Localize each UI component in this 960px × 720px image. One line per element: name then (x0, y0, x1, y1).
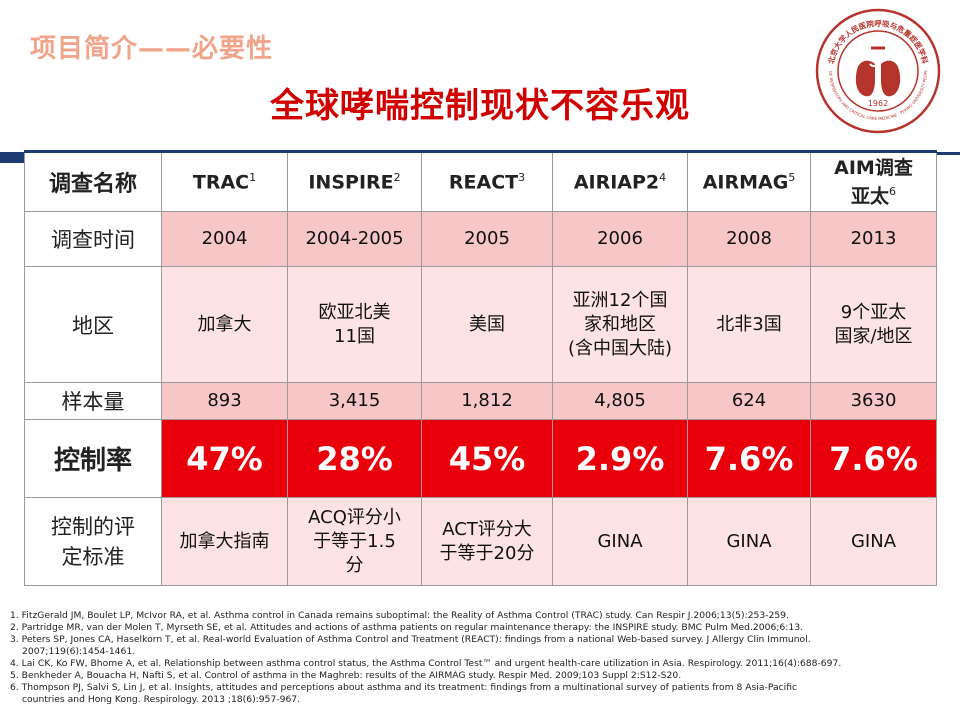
table-row-survey-time: 调查时间 2004 2004-2005 2005 2006 2008 2013 (24, 211, 937, 267)
table-cell: 3,415 (287, 382, 422, 420)
table-cell: 2004 (161, 211, 288, 267)
column-header-react: REACT3 (421, 150, 553, 212)
seal-year: 1962 (868, 99, 888, 108)
row-label: 地区 (24, 266, 162, 383)
column-header-airmag: AIRMAG5 (687, 150, 811, 212)
table-cell: ACT评分大 于等于20分 (421, 497, 553, 586)
reference-item: 6. Thompson PJ, Salvi S, Lin J, et al. I… (10, 682, 798, 693)
table-cell: GINA (810, 497, 937, 586)
column-header-airiap2: AIRIAP24 (552, 150, 688, 212)
table-cell: 2005 (421, 211, 553, 267)
table-cell: GINA (687, 497, 811, 586)
reference-item: 3. Peters SP, Jones CA, Haselkorn T, et … (10, 634, 811, 645)
row-label: 调查时间 (24, 211, 162, 267)
table-cell: 2008 (687, 211, 811, 267)
table-cell: 7.6% (810, 419, 937, 498)
reference-item: 2007;119(6):1454-1461. (22, 646, 136, 657)
table-cell: 624 (687, 382, 811, 420)
column-header-aim: AIM调查 亚太6 (810, 150, 937, 212)
table-cell: 2006 (552, 211, 688, 267)
table-cell: 9个亚太 国家/地区 (810, 266, 937, 383)
table-row-control-rate: 控制率 47% 28% 45% 2.9% 7.6% 7.6% (24, 419, 937, 498)
table-cell: GINA (552, 497, 688, 586)
table-cell: 2.9% (552, 419, 688, 498)
table-cell: 北非3国 (687, 266, 811, 383)
references: 1. FitzGerald JM, Boulet LP, McIvor RA, … (10, 610, 950, 706)
table-cell: ACQ评分小 于等于1.5 分 (287, 497, 422, 586)
table-cell: 7.6% (687, 419, 811, 498)
reference-item: 2. Partridge MR, van der Molen T, Myrset… (10, 622, 803, 633)
table-row-region: 地区 加拿大 欧亚北美 11国 美国 亚洲12个国 家和地区 (含中国大陆) 北非3国… (24, 266, 937, 383)
table-cell: 美国 (421, 266, 553, 383)
table-cell: 亚洲12个国 家和地区 (含中国大陆) (552, 266, 688, 383)
table-cell: 加拿大指南 (161, 497, 288, 586)
column-header-inspire: INSPIRE2 (287, 150, 422, 212)
row-label: 样本量 (24, 382, 162, 420)
lung-left-icon (855, 48, 875, 97)
row-label: 控制的评 定标准 (24, 497, 162, 586)
table-header-row: 调查名称 TRAC1 INSPIRE2 REACT3 AIRIAP24 AIRM… (24, 150, 937, 212)
table-cell: 2013 (810, 211, 937, 267)
table-cell: 4,805 (552, 382, 688, 420)
table-row-sample-size: 样本量 893 3,415 1,812 4,805 624 3630 (24, 382, 937, 420)
table-cell: 47% (161, 419, 288, 498)
section-title: 项目简介——必要性 (30, 34, 274, 64)
survey-table: 调查名称 TRAC1 INSPIRE2 REACT3 AIRIAP24 AIRM… (24, 150, 937, 586)
reference-item: countries and Hong Kong. Respirology. 20… (22, 694, 301, 705)
table-row-control-criteria: 控制的评 定标准 加拿大指南 ACQ评分小 于等于1.5 分 ACT评分大 于等于20分… (24, 497, 937, 586)
reference-item: 4. Lai CK, Ko FW, Bhome A, et al. Relati… (10, 658, 842, 669)
table-cell: 3630 (810, 382, 937, 420)
row-label: 控制率 (24, 419, 162, 498)
table-cell: 893 (161, 382, 288, 420)
reference-item: 1. FitzGerald JM, Boulet LP, McIvor RA, … (10, 610, 789, 621)
table-cell: 加拿大 (161, 266, 288, 383)
table-cell: 28% (287, 419, 422, 498)
reference-item: 5. Benkheder A, Bouacha H, Nafti S, et a… (10, 670, 682, 681)
lung-right-icon (881, 48, 901, 97)
hospital-seal-logo: 北京大学人民医院呼吸与危重症医学科 DEPARTMENT OF RESPIRAT… (815, 8, 941, 134)
table-cell: 1,812 (421, 382, 553, 420)
table-cell: 欧亚北美 11国 (287, 266, 422, 383)
table-cell: 45% (421, 419, 553, 498)
slide-title: 全球哮喘控制现状不容乐观 (270, 86, 690, 126)
column-header-trac: TRAC1 (161, 150, 288, 212)
corner-header: 调查名称 (24, 150, 162, 212)
table-cell: 2004-2005 (287, 211, 422, 267)
